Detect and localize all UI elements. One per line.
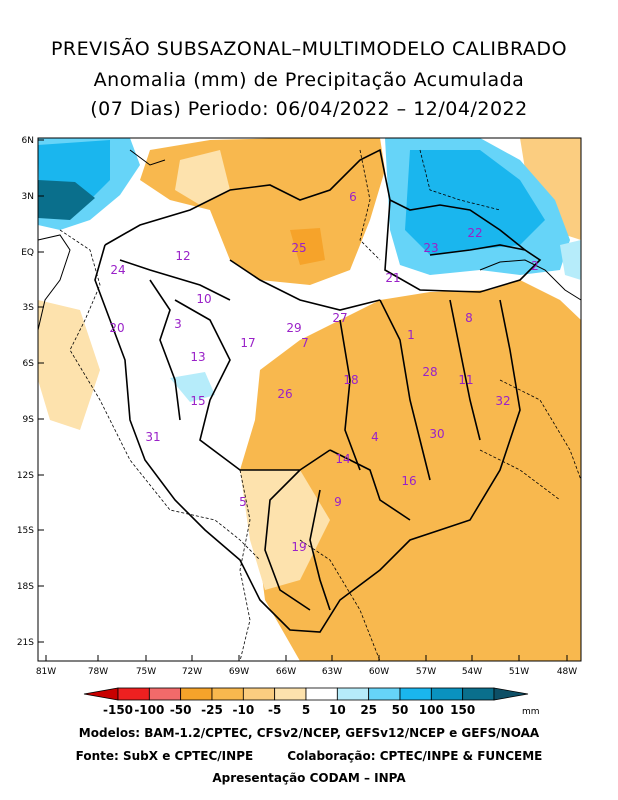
- colorbar-segment: [242, 687, 276, 701]
- basin-label-21: 21: [385, 271, 400, 285]
- basin-label-25: 25: [291, 241, 306, 255]
- basin-label-11: 11: [458, 373, 473, 387]
- lat-label: 12S: [17, 471, 34, 481]
- lat-label: 6N: [22, 136, 34, 146]
- lon-label: 78W: [88, 667, 108, 677]
- basin-label-10: 10: [196, 292, 211, 306]
- basin-label-17: 17: [240, 336, 255, 350]
- colorbar-segment: [336, 687, 370, 701]
- lon-label: 75W: [136, 667, 156, 677]
- lat-label: 21S: [17, 638, 34, 648]
- colorbar-segment: [305, 687, 338, 701]
- lat-label: 3N: [22, 192, 34, 202]
- colorbar-label: 100: [419, 703, 444, 717]
- footer-source-row: Fonte: SubX e CPTEC/INPE Colaboração: CPT…: [0, 749, 618, 763]
- lon-label: 66W: [276, 667, 296, 677]
- basin-label-1: 1: [407, 328, 415, 342]
- basin-label-23: 23: [423, 241, 438, 255]
- basin-label-2: 2: [531, 259, 539, 273]
- lat-label: 15S: [17, 526, 34, 536]
- colorbar-label: -25: [201, 703, 223, 717]
- basin-label-27: 27: [332, 311, 347, 325]
- basin-label-5: 5: [239, 495, 247, 509]
- lon-label: 57W: [416, 667, 436, 677]
- basin-label-29: 29: [286, 321, 301, 335]
- plot-frame: [37, 137, 582, 662]
- title-line-3: (07 Dias) Periodo: 06/04/2022 – 12/04/20…: [90, 98, 528, 120]
- colorbar-segment: [462, 687, 495, 701]
- basin-boundaries: [94, 148, 542, 633]
- title-line-1: PREVISÃO SUBSAZONAL–MULTIMODELO CALIBRAD…: [50, 38, 568, 60]
- footer-models: Modelos: BAM-1.2/CPTEC, CFSv2/NCEP, GEFS…: [78, 726, 540, 740]
- colorbar-segment: [430, 687, 464, 701]
- basin-label-32: 32: [495, 394, 510, 408]
- colorbar-unit: mm: [522, 707, 540, 717]
- footer-collab: Colaboração: CPTEC/INPE & FUNCEME: [287, 749, 543, 763]
- basin-label-12: 12: [175, 249, 190, 263]
- colorbar: -150 -100 -50 -25 -10 -5 5 10 25 50 100 150: [83, 687, 529, 717]
- basin-label-26: 26: [277, 387, 292, 401]
- basin-label-7: 7: [301, 336, 309, 350]
- basin-label-20: 20: [109, 321, 124, 335]
- precipitation-map: 6N 3N EQ 3S 6S 9S 12S 15S 18S 21S 81W 78W 75W 72W 69W…: [17, 136, 582, 717]
- basin-label-30: 30: [429, 427, 444, 441]
- colorbar-segment: [368, 687, 401, 701]
- lon-label: 69W: [229, 667, 249, 677]
- colorbar-label: -50: [170, 703, 192, 717]
- basin-label-31: 31: [145, 430, 160, 444]
- basin-label-16: 16: [401, 474, 416, 488]
- colorbar-segment: [493, 687, 529, 701]
- colorbar-segment: [180, 687, 213, 701]
- colorbar-label: -150: [103, 703, 133, 717]
- basin-label-28: 28: [422, 365, 437, 379]
- latitude-axis: 6N 3N EQ 3S 6S 9S 12S 15S 18S 21S: [17, 136, 44, 648]
- basin-label-14: 14: [335, 452, 350, 466]
- lon-label: 81W: [36, 667, 56, 677]
- lat-label: 9S: [23, 415, 35, 425]
- country-borders: [59, 149, 582, 662]
- lon-label: 54W: [462, 667, 482, 677]
- lat-label: 3S: [23, 303, 35, 313]
- basin-label-18: 18: [343, 373, 358, 387]
- colorbar-segment: [148, 687, 182, 701]
- basin-label-4: 4: [371, 430, 379, 444]
- colorbar-segment: [117, 687, 150, 701]
- basin-label-22: 22: [467, 226, 482, 240]
- lon-label: 63W: [322, 667, 342, 677]
- colorbar-label: 150: [450, 703, 475, 717]
- coastline: [37, 149, 582, 331]
- basin-label-8: 8: [465, 311, 473, 325]
- colorbar-label: -5: [268, 703, 281, 717]
- lat-label: 6S: [23, 359, 35, 369]
- colorbar-segment: [83, 687, 119, 701]
- lat-label: 18S: [17, 582, 34, 592]
- footer-presentation: Apresentação CODAM – INPA: [212, 771, 406, 785]
- longitude-axis: 81W 78W 75W 72W 69W 66W 63W 60W 57W 54W 51W 48W: [36, 655, 577, 677]
- lon-label: 60W: [369, 667, 389, 677]
- lon-label: 48W: [557, 667, 577, 677]
- lat-label: EQ: [21, 248, 34, 258]
- basin-label-24: 24: [110, 263, 125, 277]
- colorbar-segment: [399, 687, 432, 701]
- basin-label-6: 6: [349, 190, 357, 204]
- colorbar-label: 25: [360, 703, 377, 717]
- colorbar-segment: [211, 687, 244, 701]
- lon-label: 72W: [182, 667, 202, 677]
- basin-labels: 1234567891011121314151617181920212223242…: [109, 190, 538, 554]
- basin-label-19: 19: [291, 540, 306, 554]
- basin-label-13: 13: [190, 350, 205, 364]
- colorbar-label: -10: [232, 703, 254, 717]
- colorbar-segment: [274, 687, 307, 701]
- colorbar-label: 50: [392, 703, 409, 717]
- basin-label-15: 15: [190, 394, 205, 408]
- footer-source: Fonte: SubX e CPTEC/INPE: [75, 749, 254, 763]
- basin-label-9: 9: [334, 495, 342, 509]
- basin-label-3: 3: [174, 317, 182, 331]
- colorbar-label: 10: [329, 703, 346, 717]
- lon-label: 51W: [509, 667, 529, 677]
- colorbar-label: 5: [302, 703, 310, 717]
- title-line-2: Anomalia (mm) de Precipitação Acumulada: [93, 69, 525, 91]
- colorbar-label: -100: [134, 703, 164, 717]
